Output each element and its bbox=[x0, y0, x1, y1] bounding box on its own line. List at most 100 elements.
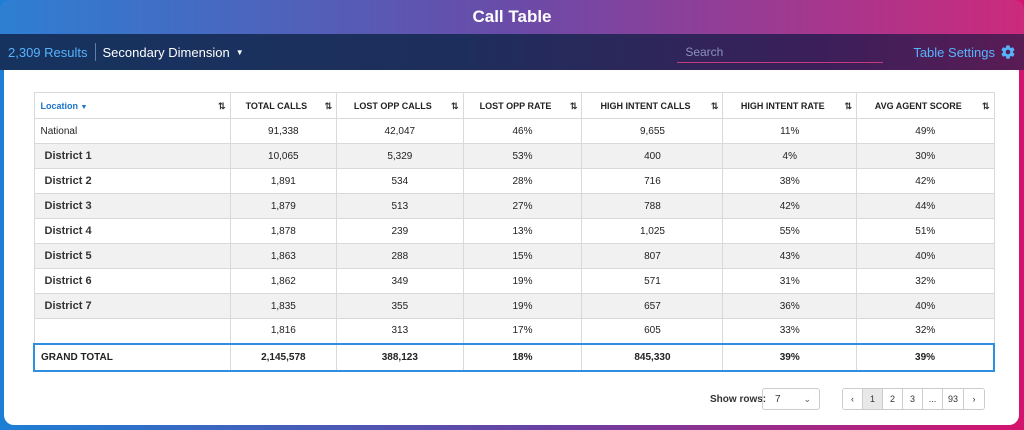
call-table: Location ▼ ⇅ TOTAL CALLS ⇅ LOST OPP CALLS ⇅… bbox=[33, 92, 996, 372]
table-cell: 657 bbox=[581, 293, 724, 319]
secondary-dimension-dropdown[interactable]: Secondary Dimension ▼ bbox=[103, 45, 244, 60]
table-cell: 1,835 bbox=[229, 293, 338, 319]
table-cell: 42% bbox=[856, 168, 995, 194]
table-body: National 91,338 42,047 46% 9,655 11% 49% Distri… bbox=[33, 118, 996, 372]
table-row[interactable]: District 4 1,878 239 13% 1,025 55% 51% bbox=[33, 218, 995, 244]
caret-down-icon: ▼ bbox=[80, 103, 88, 111]
column-header-high-intent-calls[interactable]: HIGH INTENT CALLS ⇅ bbox=[581, 92, 724, 119]
table-cell: 1,862 bbox=[229, 268, 338, 294]
prev-page-button[interactable]: ‹ bbox=[843, 389, 863, 409]
chevron-right-icon: › bbox=[972, 394, 976, 404]
table-row[interactable]: District 6 1,862 349 19% 571 31% 32% bbox=[33, 268, 995, 294]
title-bar: Call Table bbox=[0, 0, 1024, 34]
sort-icon[interactable]: ⇅ bbox=[450, 101, 458, 111]
toolbar-divider bbox=[94, 43, 96, 61]
page-ellipsis: ... bbox=[923, 389, 943, 409]
page-button-last[interactable]: 93 bbox=[943, 389, 965, 409]
table-cell: 91,338 bbox=[229, 118, 338, 144]
table-cell: 534 bbox=[336, 168, 464, 194]
column-header-lost-opp-calls[interactable]: LOST OPP CALLS ⇅ bbox=[336, 92, 464, 119]
table-cell: 19% bbox=[462, 293, 583, 319]
sort-icon[interactable]: ⇅ bbox=[217, 101, 225, 111]
column-header-total-calls[interactable]: TOTAL CALLS ⇅ bbox=[229, 92, 338, 119]
table-cell: 1,891 bbox=[229, 168, 338, 194]
table-footer: Show rows: 7 ⌄ ‹ 1 2 3 ... 93 › bbox=[4, 388, 1019, 412]
show-rows-label: Show rows: bbox=[710, 394, 767, 405]
location-cell: District 1 bbox=[33, 143, 231, 169]
pagination: ‹ 1 2 3 ... 93 › bbox=[842, 388, 986, 410]
search-input[interactable] bbox=[677, 41, 884, 62]
table-cell: 53% bbox=[462, 143, 583, 169]
grand-total-cell: 39% bbox=[722, 342, 858, 372]
table-cell: 13% bbox=[462, 218, 583, 244]
page-button-1[interactable]: 1 bbox=[863, 389, 883, 409]
table-cell: 1,863 bbox=[229, 243, 338, 269]
location-cell: District 7 bbox=[33, 293, 231, 319]
column-header-avg-agent-score[interactable]: AVG AGENT SCORE ⇅ bbox=[856, 92, 995, 119]
table-cell: 400 bbox=[581, 143, 724, 169]
table-cell: 1,816 bbox=[229, 318, 338, 344]
sort-icon[interactable]: ⇅ bbox=[844, 101, 852, 111]
page-button-3[interactable]: 3 bbox=[903, 389, 923, 409]
table-cell: 313 bbox=[336, 318, 464, 344]
gear-icon bbox=[1001, 45, 1015, 59]
chevron-down-icon: ⌄ bbox=[803, 393, 811, 404]
column-header-lost-opp-rate[interactable]: LOST OPP RATE ⇅ bbox=[462, 92, 583, 119]
grand-total-cell: 39% bbox=[856, 342, 996, 372]
table-cell: 1,879 bbox=[229, 193, 338, 219]
table-cell: 40% bbox=[856, 243, 995, 269]
toolbar: 2,309 Results Secondary Dimension ▼ Tabl… bbox=[0, 34, 1024, 70]
table-cell: 51% bbox=[856, 218, 995, 244]
page-button-2[interactable]: 2 bbox=[883, 389, 903, 409]
table-cell: 355 bbox=[336, 293, 464, 319]
table-settings-button[interactable]: Table Settings bbox=[913, 44, 1016, 60]
grand-total-cell: 2,145,578 bbox=[229, 342, 338, 372]
search-field bbox=[677, 41, 884, 63]
table-row[interactable]: National 91,338 42,047 46% 9,655 11% 49% bbox=[33, 118, 995, 144]
table-row[interactable]: District 3 1,879 513 27% 788 42% 44% bbox=[33, 193, 995, 219]
table-cell: 15% bbox=[462, 243, 583, 269]
table-cell: 32% bbox=[856, 318, 995, 344]
sort-icon[interactable]: ⇅ bbox=[569, 101, 577, 111]
table-cell: 38% bbox=[722, 168, 858, 194]
next-page-button[interactable]: › bbox=[964, 389, 985, 409]
sort-desc-icon[interactable]: ⇅ bbox=[324, 101, 332, 111]
table-row[interactable]: District 1 10,065 5,329 53% 400 4% 30% bbox=[33, 143, 995, 169]
sort-icon[interactable]: ⇅ bbox=[981, 101, 989, 111]
table-cell: 10,065 bbox=[229, 143, 338, 169]
location-cell: District 4 bbox=[33, 218, 231, 244]
location-cell: District 3 bbox=[33, 193, 231, 219]
table-cell: 46% bbox=[462, 118, 583, 144]
column-header-high-intent-rate[interactable]: HIGH INTENT RATE ⇅ bbox=[722, 92, 858, 119]
grand-total-cell: 388,123 bbox=[336, 342, 464, 372]
table-cell: 288 bbox=[336, 243, 464, 269]
table-cell: 33% bbox=[722, 318, 858, 344]
table-settings-label: Table Settings bbox=[913, 44, 995, 60]
rows-per-page-select[interactable]: 7 ⌄ bbox=[762, 388, 820, 410]
location-cell: District 6 bbox=[33, 268, 231, 294]
rows-per-page-value: 7 bbox=[775, 393, 781, 405]
table-cell: 1,025 bbox=[581, 218, 724, 244]
table-cell: 239 bbox=[336, 218, 464, 244]
location-cell: National bbox=[33, 118, 231, 144]
location-cell: District 2 bbox=[33, 168, 231, 194]
table-cell: 49% bbox=[856, 118, 995, 144]
table-cell: 42% bbox=[722, 193, 858, 219]
table-row[interactable]: 1,816 313 17% 605 33% 32% bbox=[33, 318, 995, 344]
table-cell: 605 bbox=[581, 318, 724, 344]
table-cell: 31% bbox=[722, 268, 858, 294]
table-cell: 42,047 bbox=[336, 118, 464, 144]
table-row[interactable]: District 7 1,835 355 19% 657 36% 40% bbox=[33, 293, 995, 319]
table-row[interactable]: District 2 1,891 534 28% 716 38% 42% bbox=[33, 168, 995, 194]
table-cell: 807 bbox=[581, 243, 724, 269]
sort-icon[interactable]: ⇅ bbox=[710, 101, 718, 111]
grand-total-row: GRAND TOTAL 2,145,578 388,123 18% 845,330 39%… bbox=[33, 342, 996, 372]
secondary-dimension-label: Secondary Dimension bbox=[102, 44, 230, 60]
grand-total-label: GRAND TOTAL bbox=[33, 342, 231, 372]
grand-total-cell: 18% bbox=[462, 342, 583, 372]
table-row[interactable]: District 5 1,863 288 15% 807 43% 40% bbox=[33, 243, 995, 269]
table-cell: 28% bbox=[462, 168, 583, 194]
table-cell: 36% bbox=[722, 293, 858, 319]
table-cell: 11% bbox=[722, 118, 858, 144]
column-header-location[interactable]: Location ▼ ⇅ bbox=[33, 92, 231, 119]
